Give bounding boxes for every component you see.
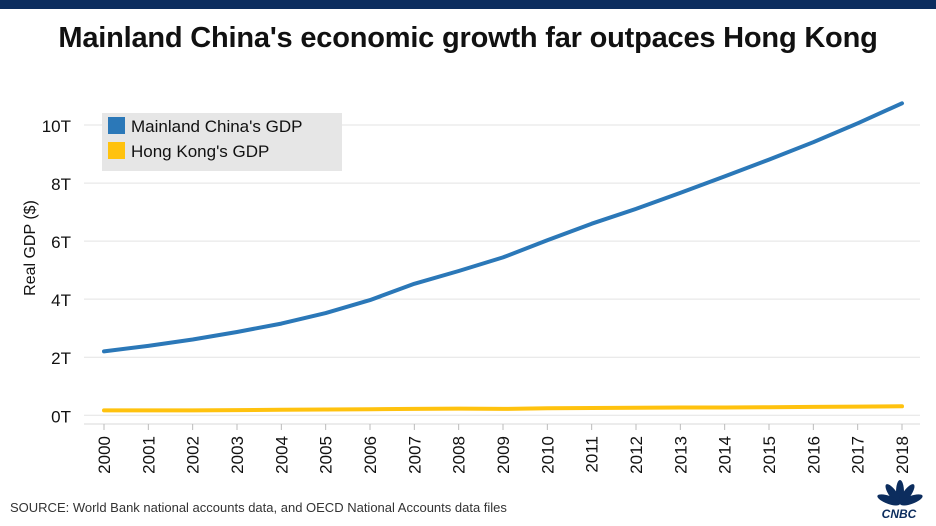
- x-tick-label: 2003: [228, 436, 247, 474]
- legend-swatch: [108, 142, 125, 159]
- x-tick-label: 2011: [583, 436, 602, 473]
- x-tick-label: 2015: [760, 436, 779, 474]
- x-tick-label: 2006: [361, 436, 380, 474]
- x-tick-label: 2002: [184, 436, 203, 474]
- legend-label: Hong Kong's GDP: [131, 142, 269, 161]
- y-tick-label: 4T: [51, 291, 71, 310]
- x-axis-ticks: 2000 2001 2002 2003 2004 2005 2006 2007 2008 2009…: [95, 424, 912, 474]
- source-note: SOURCE: World Bank national accounts dat…: [10, 500, 507, 515]
- series-lines: [102, 101, 904, 413]
- cnbc-logo-text: CNBC: [881, 507, 917, 521]
- y-tick-label: 0T: [51, 407, 71, 426]
- x-tick-label: 2018: [893, 436, 912, 474]
- x-tick-label: 2005: [317, 436, 336, 474]
- header-bar: [0, 0, 936, 9]
- legend-label: Mainland China's GDP: [131, 117, 302, 136]
- y-axis-label: Real GDP ($): [22, 200, 39, 296]
- y-tick-label: 10T: [42, 117, 71, 136]
- y-tick-label: 8T: [51, 175, 71, 194]
- x-tick-label: 2008: [450, 436, 469, 474]
- y-tick-label: 2T: [51, 349, 71, 368]
- legend-swatch: [108, 117, 125, 134]
- chart-title: Mainland China's economic growth far out…: [58, 22, 878, 54]
- x-tick-label: 2009: [494, 436, 513, 474]
- legend-box: [102, 113, 342, 171]
- y-axis-ticks: 0T 2T 4T 6T 8T 10T: [42, 117, 71, 426]
- cnbc-peacock-icon: [877, 480, 923, 506]
- x-tick-label: 2001: [139, 436, 158, 474]
- series-line: [102, 404, 904, 413]
- x-tick-label: 2004: [272, 436, 291, 474]
- y-tick-label: 6T: [51, 233, 71, 252]
- series-line: [102, 101, 904, 354]
- x-tick-label: 2012: [627, 436, 646, 474]
- chart-legend: Mainland China's GDP Hong Kong's GDP: [102, 113, 342, 171]
- x-tick-label: 2010: [538, 436, 557, 474]
- x-tick-label: 2007: [405, 436, 424, 474]
- x-tick-label: 2016: [804, 436, 823, 474]
- x-tick-label: 2014: [716, 436, 735, 474]
- x-tick-label: 2000: [95, 436, 114, 474]
- x-tick-label: 2013: [671, 436, 690, 474]
- x-tick-label: 2017: [849, 436, 868, 474]
